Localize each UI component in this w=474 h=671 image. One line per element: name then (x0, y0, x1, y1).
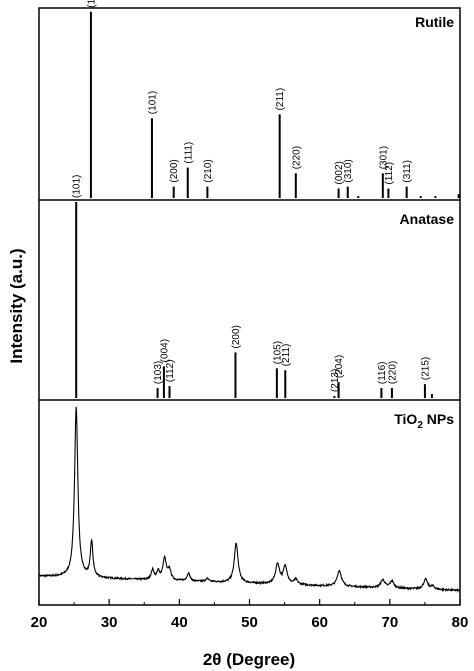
panel-label-tio2: TiO2 NPs (394, 411, 454, 431)
peak-label: (220) (387, 361, 398, 384)
y-axis-label: Intensity (a.u.) (7, 248, 26, 363)
peak-label: (204) (334, 355, 345, 378)
peak-label: (112) (384, 162, 395, 185)
x-axis-label: 2θ (Degree) (203, 650, 295, 669)
peak-label: (210) (203, 159, 214, 182)
peak-label: (105) (272, 341, 283, 364)
peak-label: (101) (147, 91, 158, 114)
peak-label: (200) (169, 159, 180, 182)
peak-label: (004) (159, 339, 170, 362)
x-tick-label: 50 (241, 614, 258, 631)
peak-label: (002) (334, 161, 345, 184)
peak-label: (116) (377, 361, 388, 384)
x-tick-label: 40 (171, 614, 188, 631)
peak-label: (103) (153, 361, 164, 384)
chart-marks: 20304050607080(110)(101)(200)(111)(210)(… (31, 0, 469, 631)
peak-label: (220) (291, 146, 302, 169)
x-tick-label: 80 (452, 614, 469, 631)
peak-label: (112) (165, 360, 176, 383)
x-tick-label: 70 (381, 614, 398, 631)
x-tick-label: 60 (311, 614, 328, 631)
peak-label: (310) (343, 159, 354, 182)
peak-label: (200) (231, 325, 242, 348)
x-tick-label: 30 (101, 614, 118, 631)
peak-label: (213) (330, 369, 341, 392)
plot-frame (38, 7, 461, 606)
peak-label: (311) (402, 160, 413, 183)
peak-label: (211) (281, 344, 292, 367)
x-tick-label: 20 (31, 614, 48, 631)
panel-label-rutile: Rutile (415, 14, 454, 30)
peak-label: (101) (72, 175, 83, 198)
peak-label: (110) (86, 0, 97, 8)
peak-label: (111) (183, 142, 194, 164)
peak-label: (215) (420, 357, 431, 380)
peak-label: (211) (275, 88, 286, 111)
peak-label: (301) (378, 146, 389, 169)
tio2-pattern-line (38, 406, 461, 594)
panel-label-anatase: Anatase (400, 211, 455, 227)
